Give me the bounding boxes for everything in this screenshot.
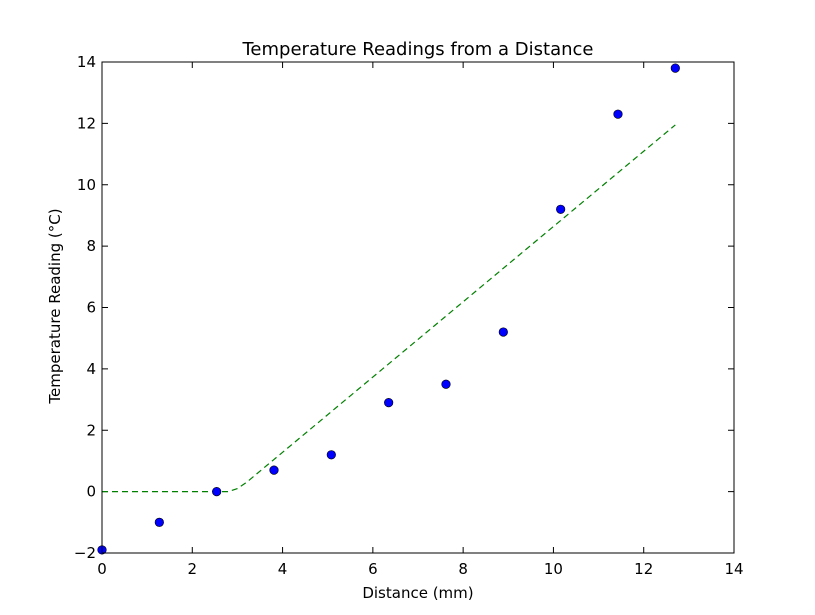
fit-line: [102, 124, 676, 493]
data-point: [269, 465, 279, 475]
x-tick-label: 14: [724, 560, 743, 578]
chart-title: Temperature Readings from a Distance: [242, 39, 594, 60]
y-tick-label: 2: [86, 421, 96, 439]
x-tick-label: 12: [634, 560, 653, 578]
x-tick-labels: 0 2 4 6 8 10 12 14: [97, 560, 743, 578]
data-point: [498, 327, 508, 337]
x-tick-label: 6: [368, 560, 378, 578]
y-tick-label: −2: [74, 544, 96, 562]
x-tick-label: 4: [278, 560, 288, 578]
series-group: [97, 63, 680, 555]
x-tick-label: 10: [544, 560, 563, 578]
y-tick-labels: −2 0 2 4 6 8 10 12 14: [74, 53, 96, 562]
y-tick-label: 0: [86, 483, 96, 501]
plot-frame: [101, 61, 735, 554]
y-tick-label: 8: [86, 237, 96, 255]
x-tick-label: 2: [188, 560, 198, 578]
x-axis-label: Distance (mm): [362, 584, 473, 602]
data-point: [556, 204, 566, 214]
y-axis-label: Temperature Reading (°C): [46, 208, 64, 404]
y-tick-label: 14: [77, 53, 96, 71]
y-tick-label: 4: [86, 360, 96, 378]
data-point: [384, 398, 394, 408]
y-tick-label: 10: [77, 176, 96, 194]
x-tick-label: 8: [458, 560, 468, 578]
y-tick-label: 12: [77, 114, 96, 132]
data-point: [441, 379, 451, 389]
data-point: [613, 109, 623, 119]
y-tick-label: 6: [86, 299, 96, 317]
data-point: [326, 450, 336, 460]
data-point: [212, 487, 222, 497]
data-point: [154, 517, 164, 527]
x-tick-label: 0: [97, 560, 107, 578]
data-point: [670, 63, 680, 73]
